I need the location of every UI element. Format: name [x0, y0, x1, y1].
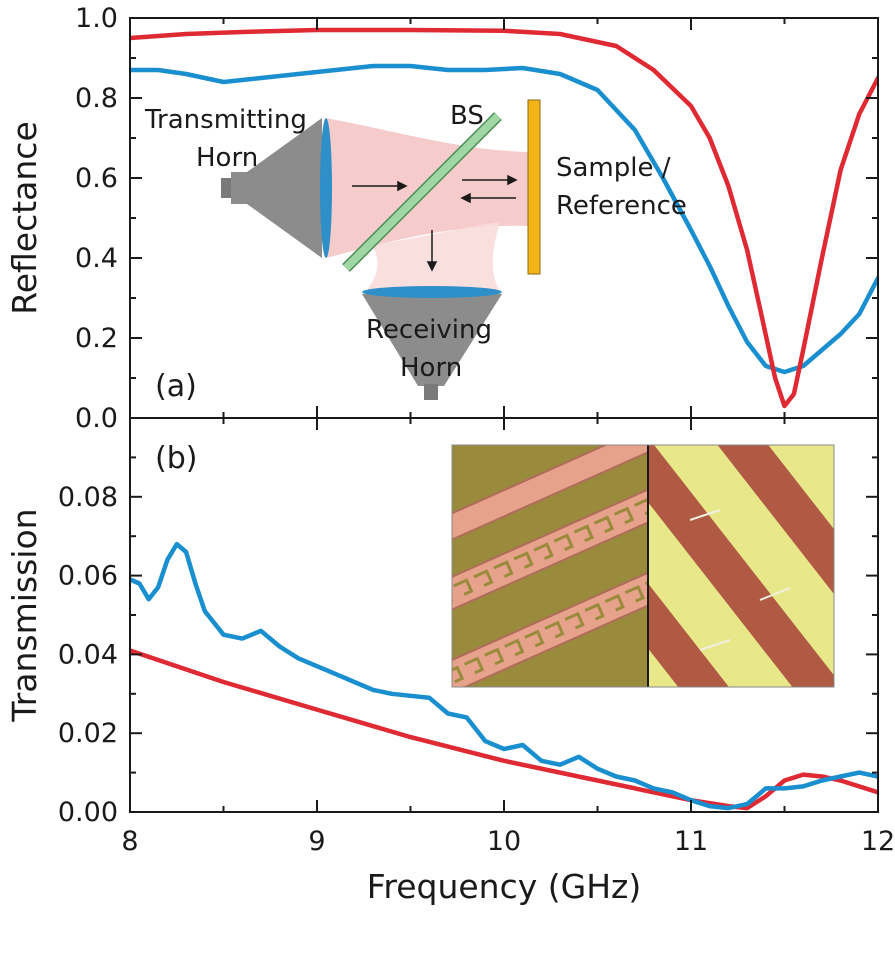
x-tick-label: 8 — [121, 826, 138, 857]
transmitting-lens — [320, 118, 332, 258]
y-axis-title-a: Reflectance — [5, 121, 44, 315]
y-axis-title-b: Transmission — [5, 508, 44, 722]
series-red-line-reflectance — [130, 27, 878, 409]
micrograph-inset — [451, 444, 835, 688]
y-tick-label: 0.06 — [58, 561, 118, 592]
transmitting-horn — [221, 118, 332, 258]
series-blue-line-reflectance — [130, 63, 878, 375]
sample-label: Sample / — [556, 153, 671, 183]
y-tick-label: 0.2 — [75, 323, 118, 354]
x-axis-title: Frequency (GHz) — [367, 867, 641, 906]
axes-frame-b — [129, 417, 879, 813]
y-tick-label: 0.02 — [58, 718, 118, 749]
x-tick-label: 10 — [487, 826, 521, 857]
y-tick-label: 0.8 — [75, 83, 118, 114]
y-tick-label: 1.0 — [75, 3, 118, 34]
y-tick-label: 0.04 — [58, 639, 118, 670]
micrograph-left — [452, 445, 648, 687]
receiving-horn — [362, 286, 502, 400]
beam-splitter-label: BS — [450, 101, 484, 131]
panel-a-reflectance: Transmitting Horn BS Sample / Reference … — [130, 27, 878, 409]
panel-a-label: (a) — [155, 369, 197, 404]
panel-b-label: (b) — [155, 441, 197, 476]
y-tick-label: 0.0 — [75, 403, 118, 434]
setup-schematic: Transmitting Horn BS Sample / Reference … — [144, 99, 687, 400]
y-tick-label: 0.08 — [58, 482, 118, 513]
sample-plate — [527, 99, 541, 275]
y-tick-label: 0.4 — [75, 243, 118, 274]
x-tick-label: 11 — [674, 826, 708, 857]
y-tick-label: 0.00 — [58, 797, 118, 828]
series-blue-line-transmission — [130, 541, 878, 811]
receiving-horn-label: Receiving — [366, 315, 492, 345]
receiving-horn-label-2: Horn — [400, 353, 462, 383]
y-tick-label: 0.6 — [75, 163, 118, 194]
transmitting-horn-label-2: Horn — [196, 143, 258, 173]
reference-label: Reference — [556, 191, 687, 221]
panel-b-transmission: (b) — [130, 441, 878, 811]
x-tick-label: 12 — [861, 826, 895, 857]
x-tick-label: 9 — [308, 826, 325, 857]
transmitting-horn-label: Transmitting — [144, 105, 307, 135]
receiving-lens — [362, 286, 502, 298]
